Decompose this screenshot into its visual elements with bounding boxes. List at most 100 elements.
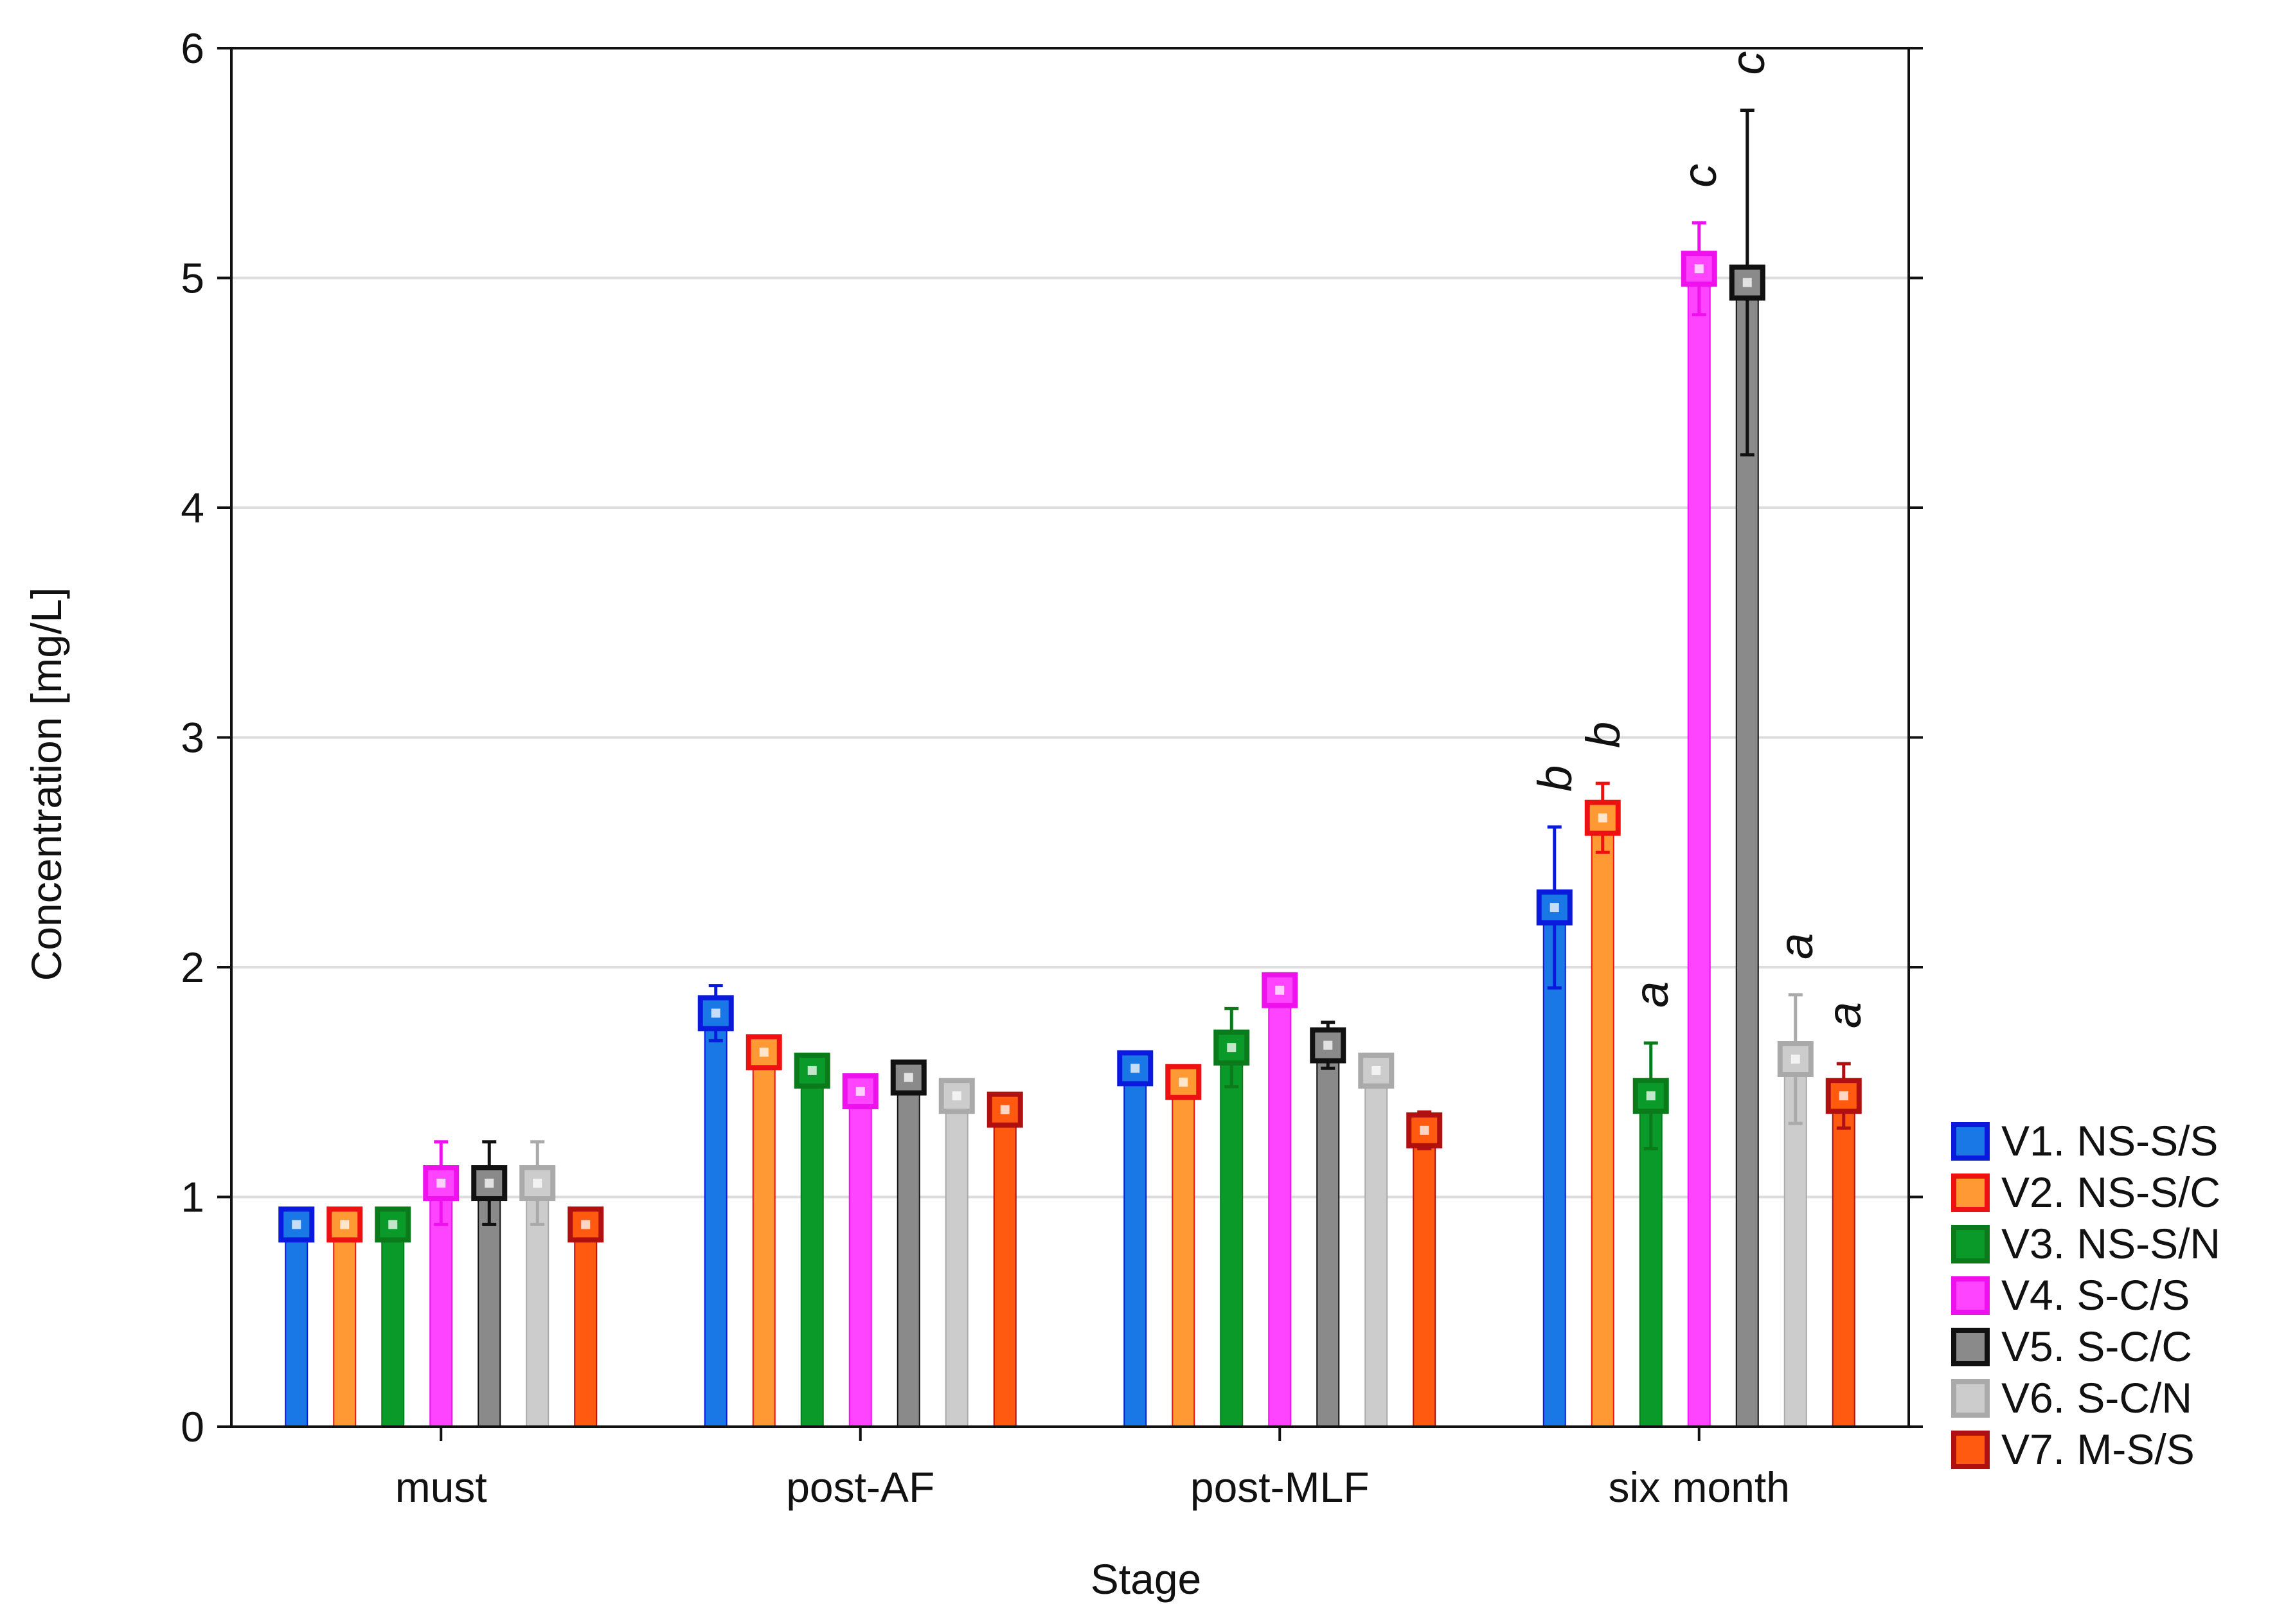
bar-group xyxy=(326,1206,363,1428)
legend-item: V6. S-C/N xyxy=(1951,1374,2192,1422)
legend-swatch xyxy=(1951,1276,1990,1315)
legend-item: V2. NS-S/C xyxy=(1951,1168,2220,1216)
legend-swatch xyxy=(1951,1173,1990,1212)
mean-marker-center xyxy=(485,1179,494,1188)
mean-marker-center xyxy=(904,1073,913,1082)
mean-marker xyxy=(1213,1030,1250,1066)
mean-marker-center xyxy=(1839,1091,1848,1101)
legend-swatch xyxy=(1951,1379,1990,1418)
mean-marker-center xyxy=(1323,1040,1333,1050)
legend-label: V2. NS-S/C xyxy=(2001,1168,2220,1216)
legend-item: V1. NS-S/S xyxy=(1951,1117,2218,1164)
bar xyxy=(704,1012,728,1427)
bar-group xyxy=(567,1206,604,1428)
significance-letter: a xyxy=(1769,933,1823,959)
mean-marker xyxy=(519,1165,556,1202)
mean-marker-center xyxy=(1646,1091,1656,1101)
mean-marker-center xyxy=(711,1008,720,1018)
bar xyxy=(848,1091,872,1428)
bar-group xyxy=(987,1091,1023,1428)
bar-group xyxy=(1117,1050,1154,1428)
significance-letter: c xyxy=(1721,51,1774,75)
bar xyxy=(752,1051,776,1427)
bar-group xyxy=(746,1034,782,1427)
bar xyxy=(993,1109,1017,1428)
bar-group xyxy=(1165,1064,1202,1427)
mean-marker-center xyxy=(1549,903,1559,913)
bar-group xyxy=(1358,1052,1395,1427)
mean-marker-center xyxy=(292,1220,301,1229)
bar-group xyxy=(1213,1006,1250,1427)
mean-marker-center xyxy=(1694,264,1704,274)
x-tick-label: must xyxy=(395,1463,487,1511)
bar-group xyxy=(842,1073,879,1428)
bar-group xyxy=(1262,972,1298,1427)
legend-label: V7. M-S/S xyxy=(2001,1425,2195,1473)
legend-swatch xyxy=(1951,1122,1990,1161)
y-tick-label: 0 xyxy=(181,1403,204,1450)
mean-marker-center xyxy=(1790,1055,1800,1064)
mean-marker-center xyxy=(1130,1064,1140,1073)
y-tick-label: 1 xyxy=(181,1173,204,1221)
x-axis-title: Stage xyxy=(1091,1555,1201,1603)
y-tick-label: 6 xyxy=(181,24,204,72)
mean-marker-center xyxy=(759,1048,769,1057)
bar-group xyxy=(278,1206,315,1428)
bar-group xyxy=(375,1206,411,1428)
mean-marker-center xyxy=(340,1220,350,1229)
significance-letter: b xyxy=(1576,722,1630,748)
bar xyxy=(800,1069,824,1427)
mean-marker-center xyxy=(952,1091,961,1101)
bar-group xyxy=(519,1140,556,1428)
mean-marker-center xyxy=(1227,1043,1237,1053)
legend-item: V5. S-C/C xyxy=(1951,1323,2192,1370)
axes: 0 1 2 3 4 5 6 must post-AF post-MLF six month xyxy=(181,24,1923,1511)
bar-group xyxy=(1777,993,1814,1427)
mean-marker-center xyxy=(807,1066,817,1075)
bar xyxy=(1687,268,1711,1428)
bar xyxy=(1832,1095,1855,1427)
bar xyxy=(1220,1047,1244,1427)
bar-group xyxy=(471,1140,508,1428)
legend-swatch xyxy=(1951,1328,1990,1366)
bar-group xyxy=(938,1078,975,1427)
legend-item: V4. S-C/S xyxy=(1951,1271,2190,1319)
x-tick-label: post-AF xyxy=(786,1463,934,1511)
mean-marker-center xyxy=(436,1179,446,1188)
mean-marker xyxy=(1632,1078,1669,1114)
mean-marker-center xyxy=(388,1220,398,1229)
bar xyxy=(1268,989,1292,1427)
bar-group xyxy=(697,984,734,1427)
bar-group xyxy=(1406,1110,1443,1427)
legend-item: V7. M-S/S xyxy=(1951,1425,2195,1473)
bar xyxy=(381,1224,405,1428)
x-tick-label: six month xyxy=(1609,1463,1790,1511)
mean-marker xyxy=(1825,1078,1862,1114)
legend-swatch xyxy=(1951,1431,1990,1469)
bar-group xyxy=(794,1052,830,1427)
y-tick-label: 3 xyxy=(181,714,204,762)
legend-label: V1. NS-S/S xyxy=(2001,1117,2218,1164)
mean-marker-center xyxy=(855,1087,865,1096)
gridlines xyxy=(231,276,1909,1199)
significance-letter: a xyxy=(1625,981,1678,1008)
y-tick-label: 2 xyxy=(181,943,204,991)
mean-marker-center xyxy=(1000,1105,1010,1114)
bar-group xyxy=(1536,825,1573,1428)
bar xyxy=(1591,817,1614,1427)
significance-letter: c xyxy=(1673,164,1726,188)
mean-marker-center xyxy=(1420,1125,1429,1135)
bar xyxy=(285,1224,308,1428)
bar xyxy=(1413,1129,1436,1427)
mean-marker-center xyxy=(581,1220,591,1229)
bar-group xyxy=(1584,781,1621,1427)
bar xyxy=(945,1095,969,1427)
bar-group xyxy=(1729,109,1765,1427)
bar xyxy=(1172,1081,1195,1427)
mean-marker xyxy=(423,1165,460,1202)
mean-marker-center xyxy=(1371,1066,1381,1075)
bar xyxy=(1316,1044,1340,1428)
mean-marker-center xyxy=(1598,813,1607,823)
bar-group xyxy=(1632,1041,1669,1427)
